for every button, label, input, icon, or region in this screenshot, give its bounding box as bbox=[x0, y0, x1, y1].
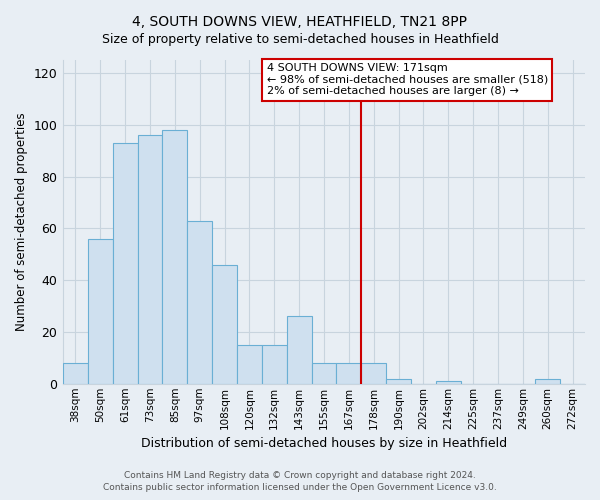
Text: 4, SOUTH DOWNS VIEW, HEATHFIELD, TN21 8PP: 4, SOUTH DOWNS VIEW, HEATHFIELD, TN21 8P… bbox=[133, 15, 467, 29]
Bar bbox=[212, 264, 237, 384]
X-axis label: Distribution of semi-detached houses by size in Heathfield: Distribution of semi-detached houses by … bbox=[141, 437, 507, 450]
Y-axis label: Number of semi-detached properties: Number of semi-detached properties bbox=[15, 112, 28, 331]
Bar bbox=[337, 363, 361, 384]
Bar bbox=[262, 345, 287, 384]
Bar bbox=[137, 135, 163, 384]
Bar bbox=[187, 220, 212, 384]
Bar bbox=[436, 381, 461, 384]
Text: Size of property relative to semi-detached houses in Heathfield: Size of property relative to semi-detach… bbox=[101, 32, 499, 46]
Bar bbox=[88, 238, 113, 384]
Bar bbox=[63, 363, 88, 384]
Bar bbox=[237, 345, 262, 384]
Text: Contains HM Land Registry data © Crown copyright and database right 2024.
Contai: Contains HM Land Registry data © Crown c… bbox=[103, 471, 497, 492]
Bar bbox=[113, 143, 137, 384]
Bar bbox=[535, 378, 560, 384]
Bar bbox=[386, 378, 411, 384]
Bar bbox=[311, 363, 337, 384]
Bar bbox=[163, 130, 187, 384]
Bar bbox=[361, 363, 386, 384]
Bar bbox=[287, 316, 311, 384]
Text: 4 SOUTH DOWNS VIEW: 171sqm
← 98% of semi-detached houses are smaller (518)
2% of: 4 SOUTH DOWNS VIEW: 171sqm ← 98% of semi… bbox=[266, 63, 548, 96]
